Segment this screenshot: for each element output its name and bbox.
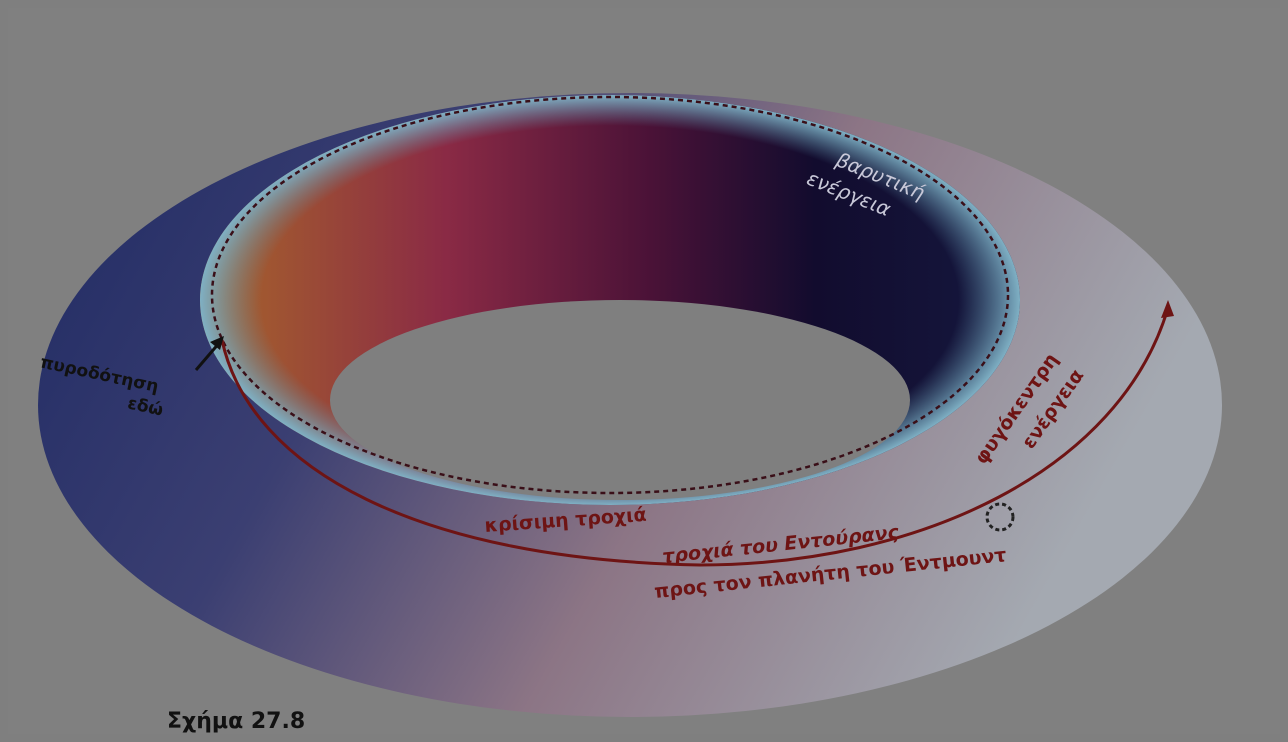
trajectory-arrowhead <box>1161 300 1174 318</box>
spacecraft <box>985 502 1015 532</box>
torus-hole <box>330 300 910 500</box>
caption: Σχήμα 27.8 <box>167 709 305 734</box>
dashed-orbit <box>210 95 1010 495</box>
trajectory <box>220 307 1170 567</box>
ignition-arrowhead <box>210 336 224 350</box>
